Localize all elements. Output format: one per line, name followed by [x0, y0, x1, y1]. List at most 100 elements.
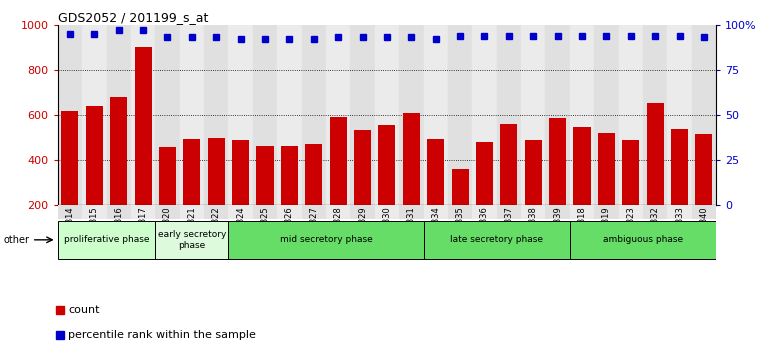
- Bar: [326, 205, 350, 219]
- Bar: [350, 205, 375, 219]
- Text: GSM109838: GSM109838: [529, 206, 537, 257]
- Text: GDS2052 / 201199_s_at: GDS2052 / 201199_s_at: [58, 11, 208, 24]
- Bar: [472, 205, 497, 219]
- Bar: [618, 205, 643, 219]
- Text: early secretory
phase: early secretory phase: [158, 230, 226, 250]
- Bar: [472, 25, 497, 205]
- Bar: [305, 144, 323, 205]
- Bar: [424, 205, 448, 219]
- Bar: [62, 110, 79, 205]
- Bar: [622, 140, 639, 205]
- Text: GSM109821: GSM109821: [187, 206, 196, 257]
- Bar: [179, 25, 204, 205]
- Bar: [524, 140, 542, 205]
- Bar: [451, 169, 469, 205]
- Bar: [476, 142, 493, 205]
- Text: GSM109835: GSM109835: [456, 206, 464, 257]
- Text: GSM109814: GSM109814: [65, 206, 75, 257]
- Text: GSM109824: GSM109824: [236, 206, 245, 257]
- Bar: [424, 25, 448, 205]
- Text: GSM109822: GSM109822: [212, 206, 221, 257]
- Text: GSM109832: GSM109832: [651, 206, 660, 257]
- Text: GSM109826: GSM109826: [285, 206, 294, 257]
- Text: GSM109830: GSM109830: [383, 206, 391, 257]
- Bar: [448, 25, 472, 205]
- Bar: [497, 25, 521, 205]
- Bar: [131, 25, 156, 205]
- Bar: [354, 130, 371, 205]
- Bar: [427, 139, 444, 205]
- Bar: [643, 25, 668, 205]
- Bar: [281, 145, 298, 205]
- Bar: [156, 205, 179, 219]
- Text: GSM109836: GSM109836: [480, 206, 489, 257]
- Bar: [229, 205, 253, 219]
- Bar: [256, 145, 273, 205]
- Bar: [375, 205, 399, 219]
- Bar: [500, 124, 517, 205]
- Text: GSM109816: GSM109816: [114, 206, 123, 257]
- Bar: [277, 25, 302, 205]
- Bar: [350, 25, 375, 205]
- Bar: [403, 113, 420, 205]
- Bar: [159, 147, 176, 205]
- Bar: [671, 129, 688, 205]
- Text: percentile rank within the sample: percentile rank within the sample: [69, 330, 256, 339]
- Bar: [497, 205, 521, 219]
- Text: GSM109818: GSM109818: [578, 206, 587, 257]
- Bar: [695, 134, 712, 205]
- Bar: [106, 25, 131, 205]
- Bar: [131, 205, 156, 219]
- Bar: [135, 47, 152, 205]
- Text: GSM109828: GSM109828: [333, 206, 343, 257]
- Bar: [330, 117, 346, 205]
- Bar: [156, 221, 229, 259]
- Bar: [574, 127, 591, 205]
- Bar: [82, 25, 106, 205]
- Bar: [545, 205, 570, 219]
- Bar: [399, 205, 424, 219]
- Bar: [58, 25, 82, 205]
- Bar: [253, 205, 277, 219]
- Text: GSM109817: GSM109817: [139, 206, 148, 257]
- Bar: [110, 97, 127, 205]
- Bar: [570, 221, 716, 259]
- Text: GSM109839: GSM109839: [553, 206, 562, 257]
- Text: late secretory phase: late secretory phase: [450, 235, 543, 244]
- Bar: [594, 25, 618, 205]
- Bar: [424, 221, 570, 259]
- Text: proliferative phase: proliferative phase: [64, 235, 149, 244]
- Bar: [375, 25, 399, 205]
- Bar: [326, 25, 350, 205]
- Text: GSM109833: GSM109833: [675, 206, 684, 257]
- Text: GSM109819: GSM109819: [602, 206, 611, 257]
- Bar: [521, 25, 545, 205]
- Bar: [82, 205, 106, 219]
- Text: GSM109831: GSM109831: [407, 206, 416, 257]
- Bar: [58, 205, 82, 219]
- Text: GSM109829: GSM109829: [358, 206, 367, 257]
- Text: GSM109815: GSM109815: [90, 206, 99, 257]
- Bar: [58, 221, 156, 259]
- Bar: [208, 138, 225, 205]
- Bar: [618, 25, 643, 205]
- Bar: [598, 133, 615, 205]
- Bar: [183, 139, 200, 205]
- Text: mid secretory phase: mid secretory phase: [280, 235, 373, 244]
- Bar: [399, 25, 424, 205]
- Bar: [302, 205, 326, 219]
- Bar: [229, 25, 253, 205]
- Bar: [643, 205, 668, 219]
- Bar: [549, 119, 566, 205]
- Text: GSM109827: GSM109827: [310, 206, 318, 257]
- Text: GSM109840: GSM109840: [699, 206, 708, 257]
- Bar: [668, 205, 691, 219]
- Bar: [85, 106, 103, 205]
- Text: ambiguous phase: ambiguous phase: [603, 235, 683, 244]
- Text: count: count: [69, 305, 100, 315]
- Bar: [156, 25, 179, 205]
- Bar: [594, 205, 618, 219]
- Bar: [302, 25, 326, 205]
- Bar: [521, 205, 545, 219]
- Bar: [277, 205, 302, 219]
